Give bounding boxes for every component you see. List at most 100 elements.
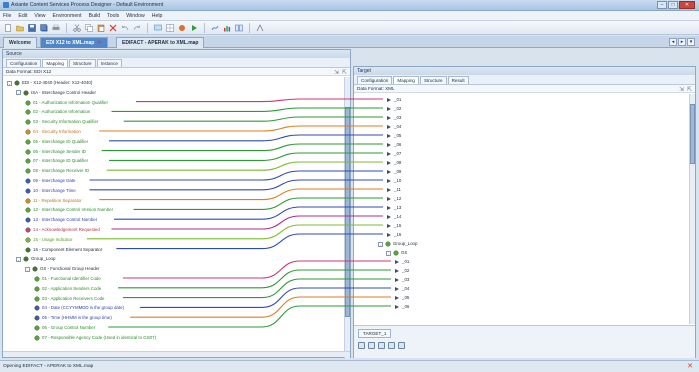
redo-icon[interactable] [132, 23, 142, 33]
target-tree-node[interactable]: _12 [386, 195, 401, 203]
source-tab-structure[interactable]: Structure [68, 59, 96, 67]
chart-icon[interactable] [222, 23, 232, 33]
target-tab-structure[interactable]: Structure [419, 76, 447, 84]
target-tab-result[interactable]: Result [447, 76, 469, 84]
target-tree-node[interactable]: _10 [386, 177, 401, 185]
source-tree-node[interactable]: 08 - Interchange Receiver ID [25, 167, 89, 175]
source-tree-node[interactable]: 05 - Time (HHMM is the group time) [34, 314, 112, 322]
close-button[interactable]: ✕ [679, 1, 695, 9]
target-tree-node[interactable]: _03 [394, 276, 409, 284]
source-tree-node[interactable]: 02 - Authorization Information [25, 108, 90, 116]
expand-all-icon[interactable]: ⇱ [686, 87, 692, 93]
target-tree-node[interactable]: _04 [394, 285, 409, 293]
source-tree-node[interactable]: 03 - Security Information Qualifier [25, 118, 98, 126]
target-tree-node[interactable]: _07 [386, 150, 401, 158]
menu-tools[interactable]: Tools [107, 12, 120, 19]
target-tree-node[interactable]: _01 [386, 96, 401, 104]
undo-icon[interactable] [120, 23, 130, 33]
target-tree-node[interactable]: _13 [386, 204, 401, 212]
tab-scroll-right-icon[interactable]: ▸ [678, 38, 686, 46]
menu-environment[interactable]: Environment [52, 12, 82, 19]
cut-icon[interactable] [72, 23, 82, 33]
target-tree-node[interactable]: _06 [394, 303, 409, 311]
tab-list-icon[interactable]: ▾ [687, 38, 695, 46]
target-tree-node[interactable]: _08 [386, 159, 401, 167]
target-tree-node[interactable]: _04 [386, 123, 401, 131]
expand-all-icon[interactable]: ⇱ [341, 70, 347, 76]
source-tree-node[interactable]: 07 - Responsible Agency Code (Used in id… [34, 334, 156, 342]
save-icon[interactable] [27, 23, 37, 33]
source-tree-node[interactable]: 01 - Functional Identifier Code [34, 275, 101, 283]
grid-icon[interactable] [165, 23, 175, 33]
collapse-all-icon[interactable]: ⇲ [333, 70, 339, 76]
menu-window[interactable]: Window [126, 12, 145, 19]
target-tree-node[interactable]: _02 [386, 105, 401, 113]
collapse-all-icon[interactable]: ⇲ [678, 87, 684, 93]
minimize-button[interactable]: – [657, 1, 667, 9]
source-tree-node[interactable]: 04 - Security Information [25, 128, 81, 136]
tab-scroll-left-icon[interactable]: ◂ [669, 38, 677, 46]
settings-icon[interactable] [255, 23, 265, 33]
source-tree-node[interactable]: 02 - Application Senders Code [34, 285, 101, 293]
open-icon[interactable] [15, 23, 25, 33]
copy-icon[interactable] [84, 23, 94, 33]
new-icon[interactable] [3, 23, 13, 33]
tab-edifact-aperak[interactable]: EDIFACT - APERAK to XML.map [116, 37, 205, 48]
refresh-icon[interactable] [398, 342, 405, 349]
target-tree-node[interactable]: _11 [386, 186, 401, 194]
tab-welcome[interactable]: Welcome [3, 37, 37, 48]
tree-expander-icon[interactable]: - [386, 250, 391, 256]
source-tree-node[interactable]: 15 - Usage Indicator [25, 236, 73, 244]
target-tree-node[interactable]: _14 [386, 213, 401, 221]
tree-expander-icon[interactable]: - [378, 241, 383, 247]
source-tree-node[interactable]: - EDI - X12-4040 (Header: X12-4040) [7, 79, 92, 87]
add-icon[interactable] [358, 342, 365, 349]
source-tree-node[interactable]: 11 - Repetition Separator [25, 197, 82, 205]
target-tree-node[interactable]: _05 [386, 132, 401, 140]
menu-build[interactable]: Build [88, 12, 101, 19]
maximize-button[interactable]: □ [668, 1, 678, 9]
target-tree-node[interactable]: - GS [386, 249, 407, 257]
target-tree-node[interactable]: _05 [394, 294, 409, 302]
move-up-icon[interactable] [378, 342, 385, 349]
source-tree-node[interactable]: 13 - Interchange Control Number [25, 216, 97, 224]
target-scrollbar[interactable] [689, 94, 695, 324]
target-tree-node[interactable]: _09 [386, 168, 401, 176]
source-tree-node[interactable]: - ISA - Interchange Control Header [16, 89, 96, 97]
source-scrollbar[interactable] [344, 77, 350, 359]
source-tab-instance[interactable]: Instance [96, 59, 122, 67]
source-tree-node[interactable]: 04 - Date (CCYYMMDD is the group date) [34, 304, 124, 312]
target-tab-configuration[interactable]: Configuration [357, 76, 393, 84]
target-tree-node[interactable]: _03 [386, 114, 401, 122]
source-tree-node[interactable]: 10 - Interchange Time [25, 187, 76, 195]
source-tree-node[interactable]: 05 - Interchange ID Qualifier [25, 138, 88, 146]
source-tab-configuration[interactable]: Configuration [6, 59, 42, 67]
menu-edit[interactable]: Edit [18, 12, 28, 19]
map-icon[interactable] [210, 23, 220, 33]
tree-expander-icon[interactable]: - [25, 266, 30, 272]
source-tree-node[interactable]: 06 - Interchange Sender ID [25, 148, 86, 156]
target-tree-node[interactable]: _02 [394, 267, 409, 275]
print-icon[interactable] [51, 23, 61, 33]
tree-expander-icon[interactable]: - [16, 256, 21, 262]
source-tree-node[interactable]: 06 - Group Control Number [34, 324, 95, 332]
target-scroll-thumb[interactable] [690, 104, 695, 164]
target-tree-node[interactable]: _01 [394, 258, 409, 266]
target-tree-node[interactable]: _15 [386, 222, 401, 230]
tab-edi-x12-to-xml[interactable]: EDI X12 to XML.map ✕ [40, 37, 108, 48]
screen-icon[interactable] [153, 23, 163, 33]
menu-view[interactable]: View [34, 12, 46, 19]
source-h-scrollbar[interactable] [3, 351, 350, 357]
compare-icon[interactable] [234, 23, 244, 33]
source-tree-node[interactable]: 03 - Application Receivers Code [34, 295, 104, 303]
run-icon[interactable] [189, 23, 199, 33]
tree-expander-icon[interactable]: - [7, 80, 12, 86]
target-tab-mapping[interactable]: Mapping [393, 76, 419, 84]
source-tree-node[interactable]: 01 - Authorization Information Qualifier [25, 99, 108, 107]
remove-icon[interactable] [368, 342, 375, 349]
move-down-icon[interactable] [388, 342, 395, 349]
target-tree-node[interactable]: - Group_Loop [378, 240, 417, 248]
menu-help[interactable]: Help [151, 12, 163, 19]
save-all-icon[interactable] [39, 23, 49, 33]
source-tree-node[interactable]: - GS - Functional Group Header [25, 265, 100, 273]
